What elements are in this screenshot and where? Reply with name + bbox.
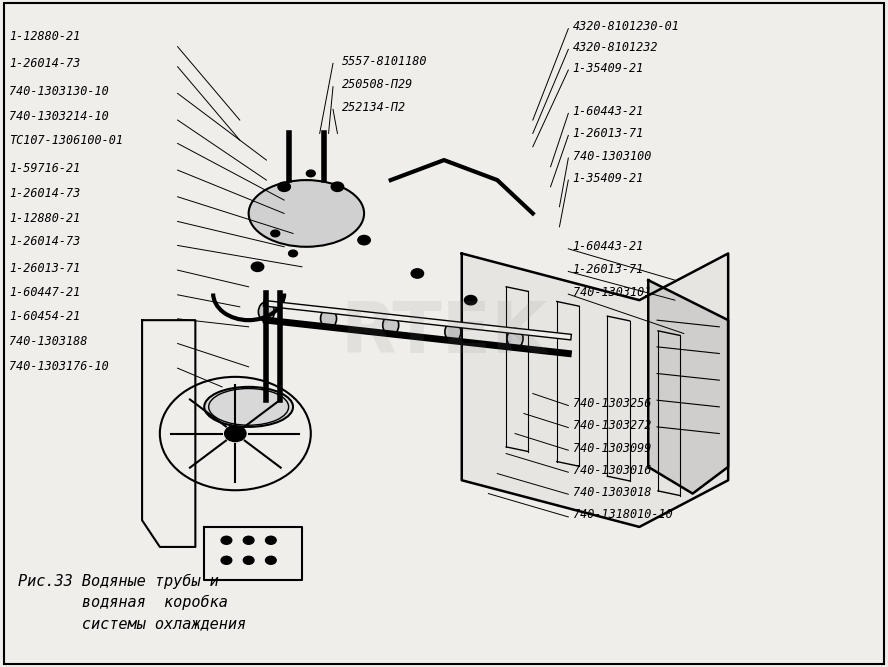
Text: 4320-8101230-01: 4320-8101230-01 xyxy=(573,20,679,33)
Text: 740-1303130-10: 740-1303130-10 xyxy=(9,85,108,98)
Text: 1-60447-21: 1-60447-21 xyxy=(9,286,80,299)
Text: Рис.33 Водяные трубы и
       водяная  коробка
       системы охлаждения: Рис.33 Водяные трубы и водяная коробка с… xyxy=(18,574,246,631)
Text: 1-26014-73: 1-26014-73 xyxy=(9,235,80,248)
Text: 1-26013-71: 1-26013-71 xyxy=(9,261,80,275)
Text: 740-1303100: 740-1303100 xyxy=(573,149,651,163)
Circle shape xyxy=(289,250,297,257)
Text: 4320-8101232: 4320-8101232 xyxy=(573,41,658,54)
Text: 740-1303176-10: 740-1303176-10 xyxy=(9,360,108,373)
Text: 5557-8101180: 5557-8101180 xyxy=(342,55,427,68)
Ellipse shape xyxy=(445,322,461,342)
Text: 1-12880-21: 1-12880-21 xyxy=(9,212,80,225)
Ellipse shape xyxy=(204,387,293,427)
Text: 740-1303272: 740-1303272 xyxy=(573,419,651,432)
Text: 740-1303101: 740-1303101 xyxy=(573,285,651,299)
Text: 740-1303099: 740-1303099 xyxy=(573,442,651,455)
Text: 1-59716-21: 1-59716-21 xyxy=(9,161,80,175)
Circle shape xyxy=(306,170,315,177)
Circle shape xyxy=(464,295,477,305)
Text: 1-60443-21: 1-60443-21 xyxy=(573,105,644,118)
Circle shape xyxy=(266,556,276,564)
Circle shape xyxy=(243,536,254,544)
Ellipse shape xyxy=(321,308,337,328)
Ellipse shape xyxy=(383,315,399,335)
Circle shape xyxy=(331,182,344,191)
Polygon shape xyxy=(462,253,728,527)
Circle shape xyxy=(221,556,232,564)
Text: 1-26014-73: 1-26014-73 xyxy=(9,187,80,200)
Text: 740-1303256: 740-1303256 xyxy=(573,397,651,410)
Text: 1-60443-21: 1-60443-21 xyxy=(573,240,644,253)
Circle shape xyxy=(358,235,370,245)
Circle shape xyxy=(221,536,232,544)
Text: 1-26013-71: 1-26013-71 xyxy=(573,127,644,140)
Text: ТС107-1306100-01: ТС107-1306100-01 xyxy=(9,134,123,147)
Text: 740-1303188: 740-1303188 xyxy=(9,335,87,348)
Text: 740-1318010-10: 740-1318010-10 xyxy=(573,508,672,522)
Circle shape xyxy=(278,182,290,191)
Circle shape xyxy=(411,269,424,278)
Text: 1-35409-21: 1-35409-21 xyxy=(573,171,644,185)
Ellipse shape xyxy=(258,301,274,321)
Text: 1-60454-21: 1-60454-21 xyxy=(9,310,80,323)
Text: 1-26014-73: 1-26014-73 xyxy=(9,57,80,70)
Text: 1-35409-21: 1-35409-21 xyxy=(573,61,644,75)
Text: 252134-П2: 252134-П2 xyxy=(342,101,406,114)
Text: 740-1303214-10: 740-1303214-10 xyxy=(9,109,108,123)
Circle shape xyxy=(243,556,254,564)
Text: 1-26013-71: 1-26013-71 xyxy=(573,263,644,276)
Circle shape xyxy=(225,426,246,442)
Circle shape xyxy=(271,230,280,237)
Ellipse shape xyxy=(507,329,523,348)
Text: RTEK: RTEK xyxy=(340,299,548,368)
Circle shape xyxy=(266,536,276,544)
Text: 1-12880-21: 1-12880-21 xyxy=(9,30,80,43)
Text: 740-1303018: 740-1303018 xyxy=(573,486,651,499)
Text: 740-1303016: 740-1303016 xyxy=(573,464,651,477)
Circle shape xyxy=(251,262,264,271)
Ellipse shape xyxy=(249,180,364,247)
Polygon shape xyxy=(648,280,728,494)
Text: 250508-П29: 250508-П29 xyxy=(342,78,413,91)
